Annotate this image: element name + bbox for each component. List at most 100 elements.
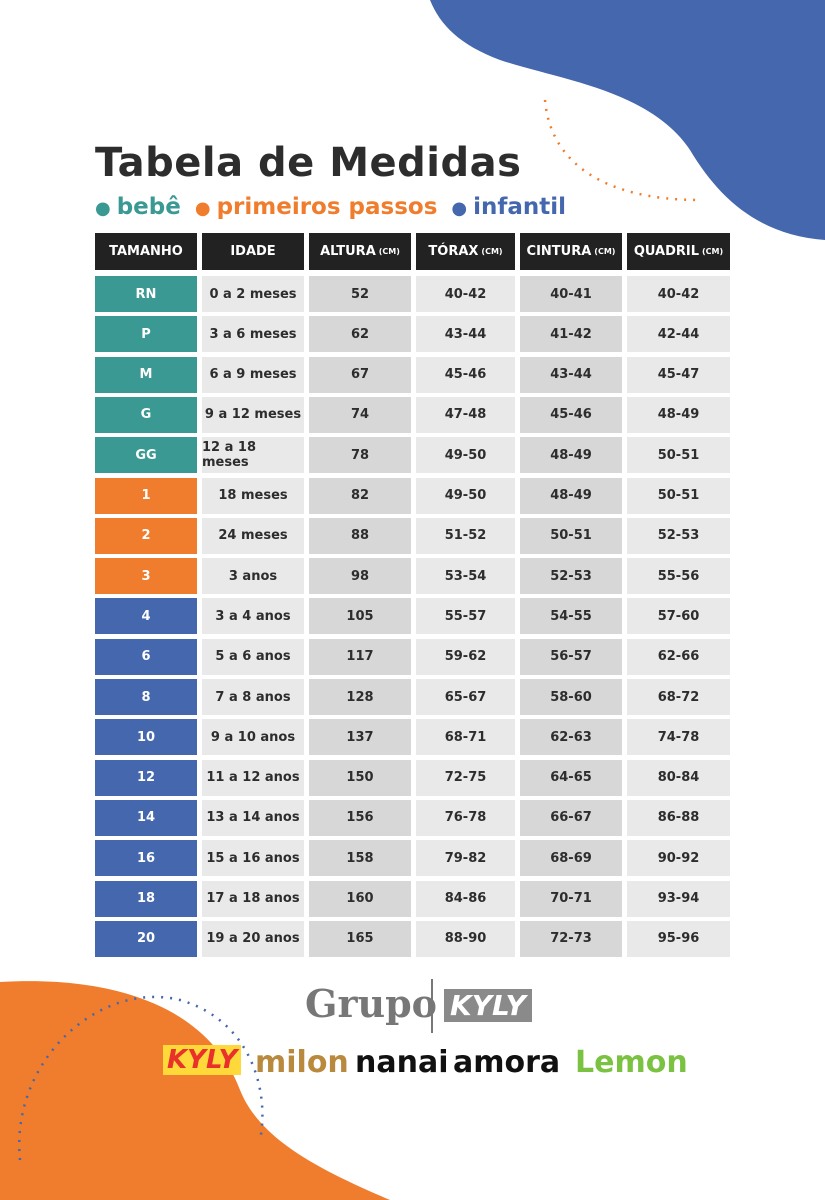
table-cell: 41-42	[520, 316, 622, 353]
legend-dot: ●	[194, 198, 211, 219]
table-cell: 52-53	[520, 558, 622, 595]
header-label: IDADE	[230, 244, 276, 259]
table-cell: 51-52	[416, 517, 515, 554]
table-cell: 47-48	[416, 396, 515, 433]
table-cell: 117	[309, 638, 411, 675]
legend-dot: ●	[451, 198, 468, 219]
table-cell: 56-57	[520, 638, 622, 675]
table-cell: 18 meses	[202, 477, 304, 514]
size-cell: P	[95, 316, 197, 353]
legend-item: ● infantil	[451, 194, 566, 220]
brand-logo: KYLY	[163, 1045, 242, 1075]
group-brand: KYLY	[444, 989, 532, 1022]
size-cell: 1	[95, 477, 197, 514]
table-cell: 128	[309, 679, 411, 715]
header-cell: TAMANHO	[95, 233, 197, 270]
table-cell: 158	[309, 840, 411, 877]
legend: ● bebê ● primeiros passos ● infantil	[95, 194, 566, 220]
header-unit: (CM)	[378, 247, 400, 256]
table-cell: 160	[309, 880, 411, 917]
table-cell: 88	[309, 517, 411, 554]
table-cell: 165	[309, 920, 411, 957]
brand-logo: Lemon	[575, 1045, 688, 1080]
table-cell: 62	[309, 316, 411, 353]
table-cell: 19 a 20 anos	[202, 920, 304, 957]
header-unit: (CM)	[702, 247, 724, 256]
table-cell: 45-46	[416, 356, 515, 393]
table-cell: 50-51	[520, 517, 622, 554]
table-cell: 64-65	[520, 759, 622, 796]
table-cell: 150	[309, 759, 411, 796]
header-label: CINTURA	[526, 244, 592, 259]
size-cell: G	[95, 396, 197, 433]
table-cell: 48-49	[520, 437, 622, 474]
table-cell: 137	[309, 719, 411, 756]
size-cell: 10	[95, 719, 197, 756]
table-cell: 49-50	[416, 437, 515, 474]
brand-logo: milon	[255, 1045, 349, 1080]
table-cell: 57-60	[627, 598, 730, 635]
table-cell: 62-63	[520, 719, 622, 756]
table-cell: 90-92	[627, 840, 730, 877]
table-cell: 53-54	[416, 558, 515, 595]
size-cell: 8	[95, 679, 197, 715]
table-cell: 98	[309, 558, 411, 595]
table-cell: 24 meses	[202, 517, 304, 554]
table-cell: 59-62	[416, 638, 515, 675]
table-cell: 66-67	[520, 799, 622, 836]
table-cell: 40-41	[520, 276, 622, 312]
table-cell: 80-84	[627, 759, 730, 796]
table-cell: 82	[309, 477, 411, 514]
size-cell: 16	[95, 840, 197, 877]
table-cell: 48-49	[520, 477, 622, 514]
table-cell: 13 a 14 anos	[202, 799, 304, 836]
table-cell: 84-86	[416, 880, 515, 917]
header-unit: (CM)	[594, 247, 616, 256]
legend-label: infantil	[473, 194, 567, 220]
group-word: Grupo	[305, 981, 438, 1026]
table-cell: 50-51	[627, 437, 730, 474]
table-cell: 5 a 6 anos	[202, 638, 304, 675]
table-cell: 74	[309, 396, 411, 433]
header-label: ALTURA	[320, 244, 376, 259]
table-cell: 12 a 18 meses	[202, 437, 304, 474]
table-cell: 17 a 18 anos	[202, 880, 304, 917]
table-cell: 43-44	[520, 356, 622, 393]
table-cell: 6 a 9 meses	[202, 356, 304, 393]
table-cell: 68-71	[416, 719, 515, 756]
table-cell: 45-46	[520, 396, 622, 433]
header-cell: ALTURA (CM)	[309, 233, 411, 270]
table-cell: 76-78	[416, 799, 515, 836]
header-unit: (CM)	[481, 247, 503, 256]
table-cell: 7 a 8 anos	[202, 679, 304, 715]
table-cell: 55-56	[627, 558, 730, 595]
size-cell: 14	[95, 799, 197, 836]
table-cell: 79-82	[416, 840, 515, 877]
header-cell: CINTURA (CM)	[520, 233, 622, 270]
size-cell: 4	[95, 598, 197, 635]
table-cell: 54-55	[520, 598, 622, 635]
size-cell: GG	[95, 437, 197, 474]
table-cell: 93-94	[627, 880, 730, 917]
table-cell: 52	[309, 276, 411, 312]
legend-label: bebê	[116, 194, 181, 220]
table-cell: 15 a 16 anos	[202, 840, 304, 877]
size-cell: M	[95, 356, 197, 393]
table-cell: 45-47	[627, 356, 730, 393]
table-cell: 68-72	[627, 679, 730, 715]
table-cell: 78	[309, 437, 411, 474]
size-cell: 20	[95, 920, 197, 957]
size-cell: 2	[95, 517, 197, 554]
table-cell: 67	[309, 356, 411, 393]
table-cell: 65-67	[416, 679, 515, 715]
table-cell: 58-60	[520, 679, 622, 715]
legend-item: ● primeiros passos	[195, 194, 438, 220]
header-cell: IDADE	[202, 233, 304, 270]
table-cell: 43-44	[416, 316, 515, 353]
table-cell: 40-42	[627, 276, 730, 312]
table-cell: 156	[309, 799, 411, 836]
size-cell: RN	[95, 276, 197, 312]
size-cell: 12	[95, 759, 197, 796]
